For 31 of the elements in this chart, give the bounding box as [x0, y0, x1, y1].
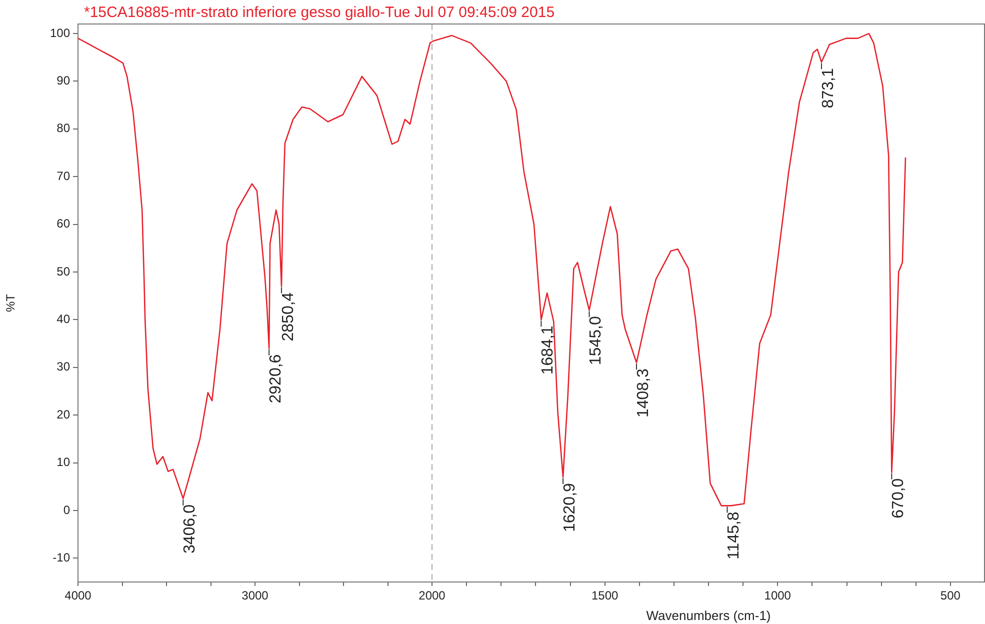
annotation: 1620,9 — [561, 482, 578, 532]
y-tick-label: 0 — [63, 502, 70, 517]
y-tick-label: 20 — [56, 407, 70, 422]
x-tick-label: 1500 — [591, 588, 618, 603]
x-tick-label: 1000 — [764, 588, 792, 603]
y-tick-label: 100 — [50, 26, 70, 40]
y-tick-label: 80 — [56, 121, 70, 136]
x-tick-label: 4000 — [64, 588, 92, 603]
chart-title: *15CA16885-mtr-strato inferiore gesso giallo-Tue Jul 07 09:45:09 2015 — [84, 4, 555, 21]
annotation: 2920,6 — [267, 354, 284, 404]
x-tick-label: 500 — [940, 588, 961, 603]
y-tick-label: -10 — [52, 550, 70, 564]
x-axis-title: Wavenumbers (cm-1) — [646, 608, 771, 623]
y-tick-label: 50 — [56, 264, 70, 278]
y-tick-label: 40 — [56, 312, 70, 326]
y-axis-title: %T — [4, 293, 18, 312]
annotation: 670,0 — [890, 478, 908, 518]
x-tick-label: 3000 — [242, 588, 269, 603]
x-tick-label: 2000 — [418, 588, 446, 603]
annotation: 873,1 — [820, 68, 837, 108]
annotation: 2850,4 — [280, 292, 297, 342]
annotation: 1408,3 — [634, 368, 652, 418]
y-tick-label: 70 — [56, 168, 70, 183]
y-tick-label: 60 — [56, 216, 70, 231]
annotation: 3406,0 — [182, 504, 199, 554]
y-tick-label: 30 — [56, 360, 70, 374]
annotation: 1684,1 — [540, 326, 557, 375]
annotation: 1545,0 — [588, 316, 605, 366]
y-tick-label: 10 — [56, 455, 70, 470]
annotation: 1145,8 — [726, 512, 743, 560]
y-tick-label: 90 — [56, 74, 70, 88]
